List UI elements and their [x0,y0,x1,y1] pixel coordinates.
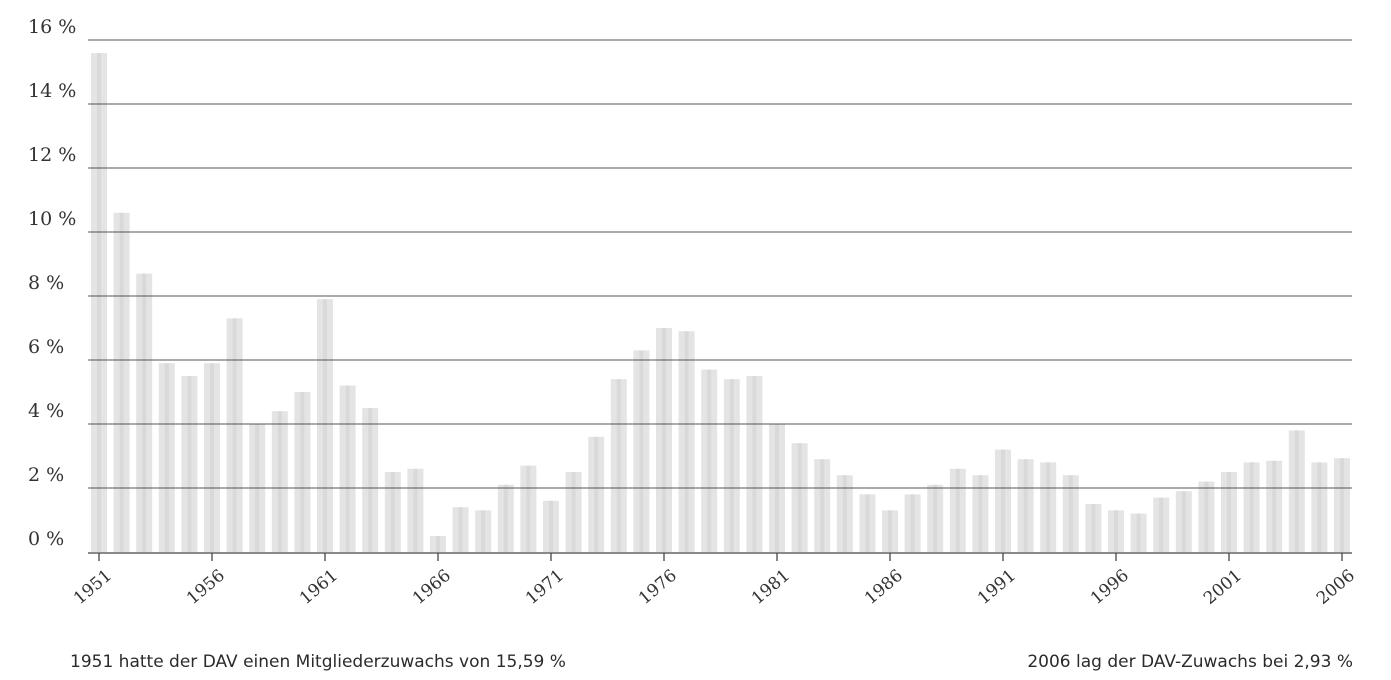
bar-shade-1973 [594,436,599,552]
annotation-2006: 2006 lag der DAV-Zuwachs bei 2,93 % [1027,652,1353,672]
bar-shade-1959 [277,411,282,552]
annotation-1951: 1951 hatte der DAV einen Mitgliederzuwac… [70,652,566,672]
bar-shade-1976 [662,328,666,552]
xtick-label-1951: 1951 [70,566,116,609]
bar-shade-1998 [1159,497,1164,552]
xtick-label-1976: 1976 [635,566,681,609]
bar-shade-1990 [978,475,983,552]
bar-shade-1997 [1136,513,1141,552]
bar-chart: 0 %2 %4 %6 %8 %10 %12 %14 %16 %1951 1956 1… [28,16,1359,609]
ytick-label-6: 6 % [28,336,64,358]
bar-shade-1951 [97,53,101,553]
xtick-label-1961: 1961 [296,566,342,609]
bar-shade-1968 [481,510,486,552]
bar-shade-2006 [1340,458,1344,552]
bar-shade-1989 [955,468,960,552]
bar-shade-2002 [1249,462,1254,552]
bar-shade-1956 [210,363,214,552]
xtick-label-1981: 1981 [748,566,794,609]
bar-shade-1984 [842,475,847,552]
ytick-label-2: 2 % [28,464,64,486]
bar-shade-1986 [888,510,892,552]
bar-shade-1996 [1114,510,1118,552]
bar-shade-1964 [390,472,395,552]
xtick-label-2001: 2001 [1200,566,1246,609]
bar-shade-1992 [1023,459,1028,552]
bar-shade-2005 [1317,462,1322,552]
bar-shade-1960 [300,392,305,552]
bar-shade-1991 [1001,449,1005,552]
bar-shade-1971 [549,500,553,552]
bar-shade-2003 [1272,460,1277,552]
bar-shade-1993 [1046,462,1051,552]
bar-shade-1995 [1091,504,1096,552]
x-axis: 1951 1956 1961 1966 1971 1976 1981 1986 1991 1996… [70,553,1359,609]
bar-shade-1982 [797,443,802,552]
xtick-label-1966: 1966 [409,566,455,609]
bar-shade-1999 [1181,491,1186,552]
xtick-label-2006: 2006 [1313,566,1359,609]
bar-shade-2000 [1204,481,1209,552]
bar-shade-1972 [571,472,576,552]
bar-shade-1955 [187,376,192,552]
xtick-label-1956: 1956 [183,566,229,609]
bar-shade-2004 [1294,430,1299,552]
bar-shade-1983 [820,459,825,552]
bar-shade-1961 [323,299,327,552]
bar-shade-2001 [1227,472,1231,552]
bars [91,53,1350,553]
xtick-label-1996: 1996 [1087,566,1133,609]
ytick-label-8: 8 % [28,272,64,294]
xtick-label-1971: 1971 [522,566,568,609]
bar-shade-1985 [865,494,870,552]
bar-shade-1977 [684,331,689,552]
bar-shade-1988 [933,484,938,552]
bar-shade-1975 [639,350,644,552]
ytick-label-0: 0 % [28,528,64,550]
bar-shade-1954 [164,363,169,552]
ytick-label-12: 12 % [28,144,76,166]
bar-shade-1962 [345,385,350,552]
bar-shade-1974 [616,379,621,552]
bar-shade-1957 [232,318,237,552]
bar-shade-1970 [526,465,531,552]
xtick-label-1991: 1991 [974,566,1020,609]
bar-shade-1969 [503,484,508,552]
bar-shade-1952 [119,212,124,553]
ytick-label-4: 4 % [28,400,64,422]
bar-shade-1987 [910,494,915,552]
bar-shade-1965 [413,468,418,552]
bar-shade-1967 [458,507,463,552]
ytick-label-10: 10 % [28,208,76,230]
bar-shade-1953 [142,273,147,552]
ytick-label-14: 14 % [28,80,76,102]
ytick-label-16: 16 % [28,16,76,38]
xtick-label-1986: 1986 [861,566,907,609]
bar-shade-1966 [436,536,440,552]
bar-shade-1994 [1068,475,1073,552]
bar-shade-1979 [729,379,734,552]
bar-shade-1978 [707,369,712,552]
bar-shade-1980 [752,376,757,552]
bar-shade-1963 [368,408,373,552]
gridlines: 0 % 2 % 4 % 6 % 8 % 10 % 12 % 14 % 16 % [28,16,1352,550]
